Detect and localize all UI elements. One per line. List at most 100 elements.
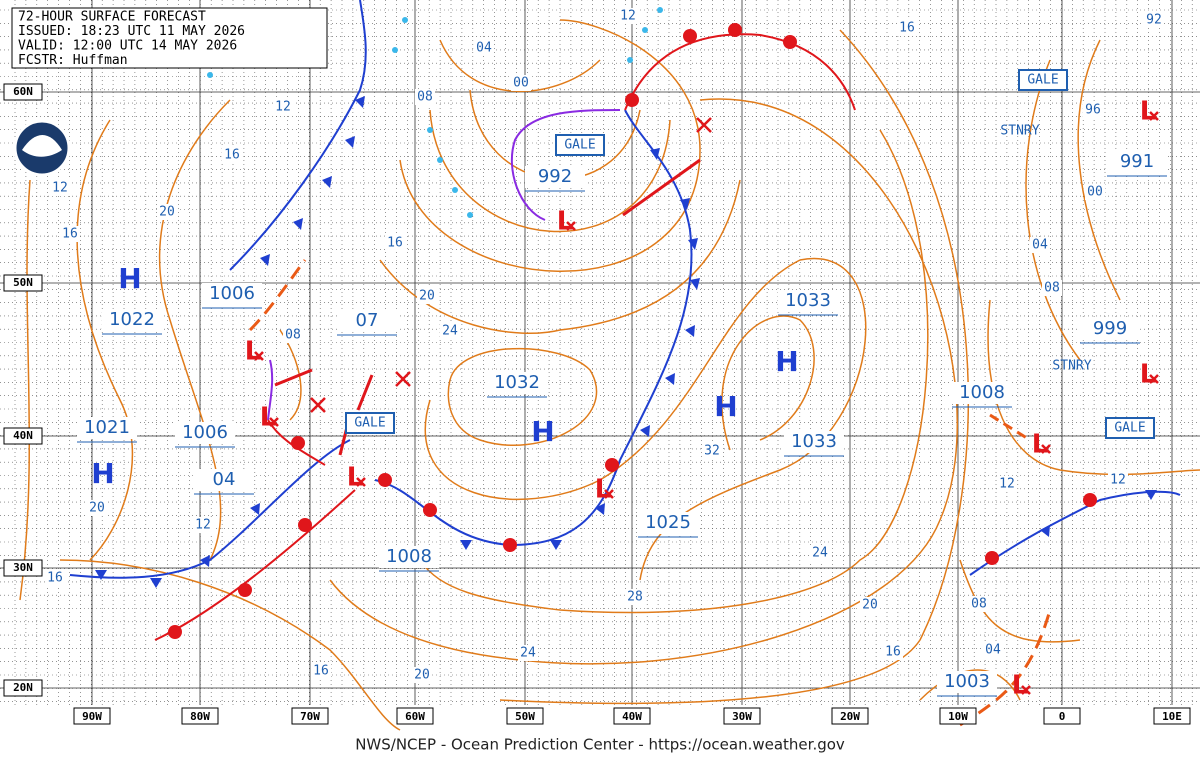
isobar-label: 08 — [1044, 281, 1060, 296]
central-pressure: 1006 — [209, 283, 255, 304]
lat-label-box — [3, 559, 43, 577]
isobar — [59, 559, 401, 731]
pressure-bg — [175, 422, 235, 444]
central-pressure: 1021 — [84, 417, 130, 438]
isobar — [959, 559, 1081, 643]
isobar-label: 28 — [627, 590, 643, 605]
isobar-label-bg — [50, 180, 70, 196]
pressure-bg — [1080, 318, 1140, 340]
pressure-bg — [77, 417, 137, 439]
trough — [989, 413, 1031, 442]
isobar-label: 12 — [1110, 473, 1126, 488]
isobar — [158, 99, 231, 561]
central-pressure: 1032 — [494, 372, 540, 393]
pressure-bg — [337, 310, 397, 332]
central-pressure: 1033 — [785, 290, 831, 311]
isobar-label-bg — [702, 443, 722, 459]
isobar-label-bg — [385, 235, 405, 251]
low-x — [356, 477, 366, 487]
pressure-bg — [102, 309, 162, 331]
central-pressure: 1008 — [386, 546, 432, 567]
gale-warning: GALE — [354, 416, 385, 431]
bottom-bar — [0, 705, 1200, 730]
lon-label-box — [73, 707, 111, 725]
lon-label-box — [1153, 707, 1191, 725]
low-center: L — [260, 403, 277, 433]
cold-front — [69, 439, 351, 579]
cold-front — [229, 0, 367, 271]
isobar-label: 20 — [862, 598, 878, 613]
header-line: FCSTR: Huffman — [18, 53, 128, 68]
isobar-label-bg — [997, 476, 1017, 492]
isobar-label-bg — [1042, 280, 1062, 296]
isobar — [379, 179, 741, 335]
isobar-label: 04 — [1032, 238, 1048, 253]
central-pressure: 04 — [213, 469, 236, 490]
isobar-label: 12 — [195, 518, 211, 533]
central-pressure: 1022 — [109, 309, 155, 330]
lon-label: 80W — [190, 710, 210, 723]
low-center: L — [1012, 671, 1029, 701]
high-center: H — [118, 262, 141, 295]
isobar — [439, 39, 601, 93]
isobar-label-bg — [897, 20, 917, 36]
isobar-label: 12 — [620, 9, 636, 24]
occluded-front — [267, 359, 274, 421]
gale-box — [1018, 69, 1068, 91]
isobar-label: 20 — [89, 501, 105, 516]
isobar-label: 12 — [999, 477, 1015, 492]
central-pressure: 07 — [356, 310, 379, 331]
isobar-label: 00 — [1087, 185, 1103, 200]
isobar-label: 92 — [1146, 13, 1162, 28]
high-center: H — [775, 345, 798, 378]
low-center: L — [1140, 360, 1157, 390]
central-pressure: 991 — [1120, 151, 1154, 172]
isobar-label-bg — [440, 323, 460, 339]
low-x — [1041, 444, 1051, 454]
lon-label-box — [291, 707, 329, 725]
low-x — [1021, 685, 1031, 695]
isobar-label-bg — [1108, 472, 1128, 488]
isobar-label: 04 — [476, 41, 492, 56]
low-x — [566, 221, 576, 231]
isobar-label: 20 — [419, 289, 435, 304]
low-x — [254, 351, 264, 361]
isobar-label: 04 — [985, 643, 1001, 658]
warm-front — [154, 489, 356, 641]
isobar-label: 16 — [47, 571, 63, 586]
low-x — [1149, 374, 1159, 384]
lat-label: 60N — [13, 85, 33, 98]
isobar-label-bg — [412, 667, 432, 683]
isobar-label-bg — [415, 89, 435, 105]
low-x — [604, 489, 614, 499]
isobar-label: 16 — [224, 148, 240, 163]
low-center: L — [245, 337, 262, 367]
lon-label: 50W — [515, 710, 535, 723]
storm-tracks — [274, 158, 701, 456]
lon-label-box — [396, 707, 434, 725]
occluded-front — [510, 109, 621, 221]
isobar — [424, 257, 867, 581]
central-pressure: 999 — [1093, 318, 1127, 339]
isobar-label-bg — [474, 40, 494, 56]
isobar-label-bg — [518, 645, 538, 661]
isobar-label-bg — [311, 663, 331, 679]
low-center: L — [595, 475, 612, 505]
lat-label-box — [3, 274, 43, 292]
isobar — [1077, 39, 1121, 301]
isobar-label: 16 — [899, 21, 915, 36]
isobar-label-bg — [625, 589, 645, 605]
isobar-label: 16 — [387, 236, 403, 251]
low-center: L — [1032, 430, 1049, 460]
isobar-label-bg — [969, 596, 989, 612]
central-pressure: 1025 — [645, 512, 691, 533]
trough — [248, 259, 307, 332]
isobar — [429, 109, 671, 233]
isobar-label-bg — [87, 500, 107, 516]
low-center: L — [557, 207, 574, 237]
isobar-label: 08 — [285, 328, 301, 343]
isobar-label-bg — [1085, 184, 1105, 200]
isobar-label-bg — [883, 644, 903, 660]
central-pressure: 1008 — [959, 382, 1005, 403]
pressure-bg — [487, 372, 547, 394]
